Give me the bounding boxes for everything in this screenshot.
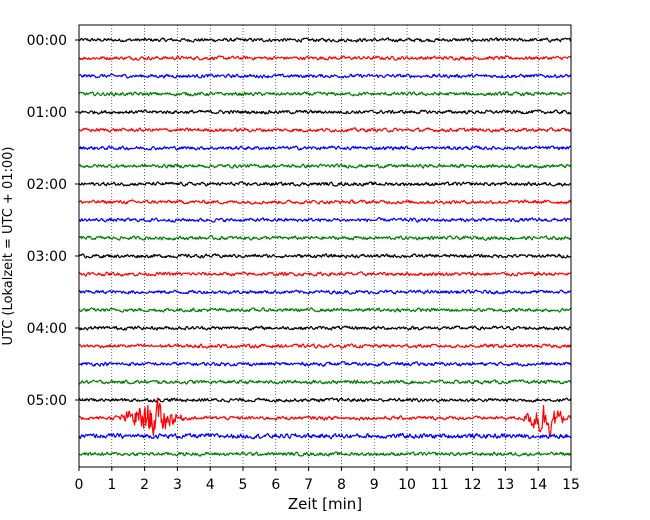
x-tick-label-14: 14	[529, 477, 547, 493]
tick-layer: 0 1 2 3 4 5 6 7 8 9 10 11 12 13 14 1500:0001:0002:0003:…	[27, 33, 580, 493]
trace-0545	[78, 451, 572, 457]
trace-0030	[78, 73, 572, 79]
x-tick-label-4: 4	[206, 477, 215, 493]
trace-0245	[78, 235, 572, 241]
x-tick-label-12: 12	[464, 477, 482, 493]
x-tick-label-3: 3	[173, 477, 182, 493]
trace-0145	[78, 163, 572, 169]
trace-0400	[78, 325, 572, 331]
y-axis-title: UTC (Lokalzeit = UTC + 01:00)	[1, 147, 16, 346]
y-tick-label-02:00: 02:00	[27, 177, 67, 193]
x-tick-label-1: 1	[107, 477, 116, 493]
trace-0415	[78, 343, 572, 349]
trace-0000	[78, 37, 572, 43]
y-tick-label-03:00: 03:00	[27, 249, 67, 265]
trace-layer	[78, 37, 572, 457]
x-tick-label-8: 8	[337, 477, 346, 493]
x-tick-label-10: 10	[398, 477, 416, 493]
x-tick-label-9: 9	[370, 477, 379, 493]
trace-0300	[78, 253, 572, 259]
x-tick-label-7: 7	[304, 477, 313, 493]
y-tick-label-00:00: 00:00	[27, 33, 67, 49]
trace-0230	[78, 217, 572, 223]
trace-0045	[78, 91, 572, 97]
trace-0100	[78, 109, 572, 115]
trace-0330	[78, 289, 572, 295]
trace-0500	[78, 397, 572, 403]
trace-0215	[78, 199, 572, 205]
x-axis-title: Zeit [min]	[288, 495, 362, 513]
x-tick-label-5: 5	[239, 477, 248, 493]
trace-0430	[78, 361, 572, 367]
x-tick-label-13: 13	[496, 477, 514, 493]
plot-frame	[78, 24, 572, 468]
x-tick-label-11: 11	[431, 477, 449, 493]
trace-0515	[78, 397, 572, 437]
trace-0115	[78, 127, 572, 133]
trace-0345	[78, 307, 572, 313]
x-tick-label-6: 6	[271, 477, 280, 493]
trace-0200	[78, 181, 572, 187]
trace-0445	[78, 379, 572, 385]
y-tick-label-01:00: 01:00	[27, 105, 67, 121]
y-tick-label-04:00: 04:00	[27, 321, 67, 337]
x-tick-label-15: 15	[562, 477, 580, 493]
y-tick-label-05:00: 05:00	[27, 393, 67, 409]
x-tick-label-2: 2	[140, 477, 149, 493]
trace-0315	[78, 271, 572, 277]
trace-0130	[78, 145, 572, 151]
trace-0015	[78, 55, 572, 61]
x-tick-label-0: 0	[75, 477, 84, 493]
trace-0530	[78, 432, 572, 440]
